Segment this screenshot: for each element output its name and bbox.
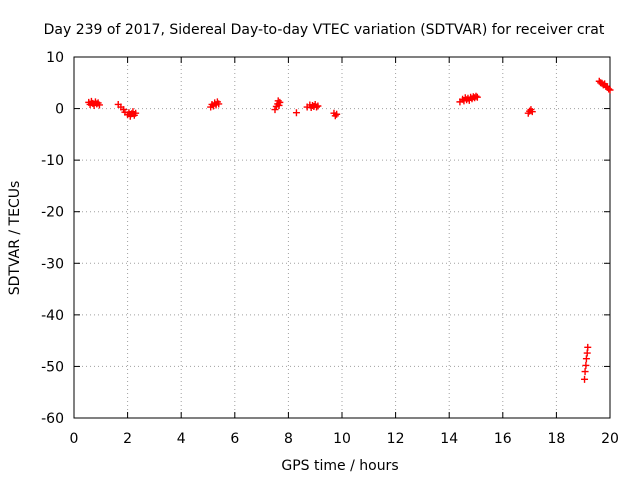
- data-point: [95, 101, 103, 109]
- data-point: [528, 108, 536, 116]
- x-axis-label: GPS time / hours: [281, 458, 398, 474]
- x-tick-label: 8: [284, 431, 293, 447]
- data-point: [333, 110, 341, 118]
- data-point: [313, 103, 321, 111]
- x-tick-label: 14: [440, 431, 458, 447]
- data-point: [276, 98, 284, 106]
- data-point: [215, 100, 223, 108]
- data-point: [314, 102, 322, 110]
- data-points: [85, 77, 614, 383]
- data-point: [331, 112, 339, 120]
- data-point: [581, 375, 589, 383]
- y-tick-label: -10: [41, 153, 64, 169]
- data-point: [132, 109, 140, 117]
- x-tick-label: 12: [387, 431, 405, 447]
- x-tick-label: 0: [70, 431, 79, 447]
- x-tick-label: 6: [230, 431, 239, 447]
- chart-title: Day 239 of 2017, Sidereal Day-to-day VTE…: [44, 22, 605, 38]
- gridlines: [74, 57, 610, 418]
- tick-marks: [73, 56, 611, 419]
- x-tick-label: 18: [547, 431, 565, 447]
- x-tick-labels: 0 2 4 6 8 10 12 14 16 18 20: [70, 431, 619, 447]
- y-tick-label: -50: [41, 359, 64, 375]
- y-tick-label: 0: [55, 102, 64, 118]
- y-tick-label: -40: [41, 308, 64, 324]
- data-point: [582, 361, 590, 369]
- data-point: [606, 86, 614, 94]
- y-tick-label: 10: [46, 50, 64, 66]
- x-tick-label: 16: [494, 431, 512, 447]
- data-point: [605, 85, 613, 93]
- x-tick-label: 10: [333, 431, 351, 447]
- data-point: [274, 97, 282, 105]
- data-point: [292, 109, 300, 117]
- y-tick-label: -30: [41, 256, 64, 272]
- data-point: [584, 343, 592, 351]
- y-axis-label: SDTVAR / TECUs: [7, 181, 23, 296]
- data-point: [582, 355, 590, 363]
- y-tick-label: -20: [41, 205, 64, 221]
- y-tick-label: -60: [41, 411, 64, 427]
- data-point: [275, 101, 283, 109]
- y-tick-labels: 10 0 -10 -20 -30 -40 -50 -60: [41, 50, 64, 427]
- x-tick-label: 4: [177, 431, 186, 447]
- x-tick-label: 2: [123, 431, 132, 447]
- data-point: [581, 368, 589, 376]
- data-point: [472, 92, 480, 100]
- x-tick-label: 20: [601, 431, 619, 447]
- data-point: [473, 93, 481, 101]
- data-point: [271, 106, 279, 114]
